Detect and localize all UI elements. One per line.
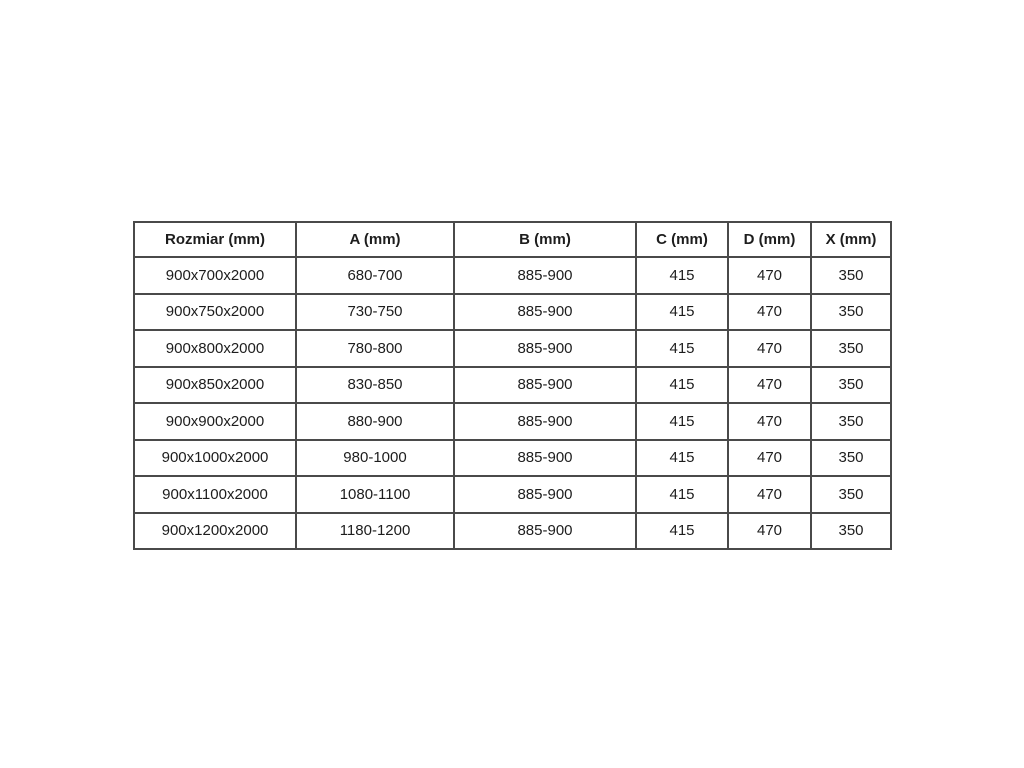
col-header-b: B (mm) (453, 221, 637, 258)
table-cell: 415 (635, 475, 729, 514)
col-header-c: C (mm) (635, 221, 729, 258)
table-cell: 350 (810, 475, 892, 514)
table-row: 900x1200x2000 1180-1200 885-900 415 470 … (133, 511, 892, 550)
table-header: Rozmiar (mm) A (mm) B (mm) C (mm) D (mm)… (133, 221, 892, 258)
table-cell: 470 (727, 511, 812, 550)
table-row: 900x700x2000 680-700 885-900 415 470 350 (133, 256, 892, 295)
table-cell: 415 (635, 402, 729, 441)
table-cell: 470 (727, 329, 812, 368)
table-cell: 900x850x2000 (133, 365, 297, 404)
table-cell: 885-900 (453, 365, 637, 404)
table-cell: 1080-1100 (295, 475, 455, 514)
col-header-a: A (mm) (295, 221, 455, 258)
table-cell: 830-850 (295, 365, 455, 404)
table-row: 900x850x2000 830-850 885-900 415 470 350 (133, 365, 892, 404)
col-header-rozmiar: Rozmiar (mm) (133, 221, 297, 258)
table-cell: 900x1000x2000 (133, 438, 297, 477)
header-row: Rozmiar (mm) A (mm) B (mm) C (mm) D (mm)… (133, 221, 892, 258)
dimensions-table: Rozmiar (mm) A (mm) B (mm) C (mm) D (mm)… (133, 221, 892, 550)
table-cell: 470 (727, 475, 812, 514)
table-cell: 470 (727, 402, 812, 441)
table-cell: 350 (810, 292, 892, 331)
table-cell: 470 (727, 256, 812, 295)
dimensions-table-container: Rozmiar (mm) A (mm) B (mm) C (mm) D (mm)… (133, 221, 892, 550)
table-cell: 885-900 (453, 256, 637, 295)
table-cell: 880-900 (295, 402, 455, 441)
table-cell: 885-900 (453, 511, 637, 550)
table-cell: 885-900 (453, 438, 637, 477)
table-cell: 415 (635, 365, 729, 404)
table-cell: 780-800 (295, 329, 455, 368)
table-cell: 415 (635, 438, 729, 477)
table-cell: 885-900 (453, 402, 637, 441)
table-row: 900x900x2000 880-900 885-900 415 470 350 (133, 402, 892, 441)
table-cell: 350 (810, 438, 892, 477)
table-cell: 415 (635, 256, 729, 295)
table-cell: 470 (727, 438, 812, 477)
table-cell: 900x750x2000 (133, 292, 297, 331)
table-cell: 415 (635, 511, 729, 550)
col-header-x: X (mm) (810, 221, 892, 258)
table-cell: 350 (810, 256, 892, 295)
table-cell: 900x1100x2000 (133, 475, 297, 514)
table-cell: 885-900 (453, 475, 637, 514)
table-cell: 885-900 (453, 292, 637, 331)
table-cell: 415 (635, 329, 729, 368)
table-cell: 350 (810, 365, 892, 404)
table-cell: 900x700x2000 (133, 256, 297, 295)
table-cell: 900x800x2000 (133, 329, 297, 368)
table-cell: 470 (727, 292, 812, 331)
table-cell: 470 (727, 365, 812, 404)
table-cell: 350 (810, 511, 892, 550)
table-cell: 730-750 (295, 292, 455, 331)
table-cell: 415 (635, 292, 729, 331)
table-cell: 1180-1200 (295, 511, 455, 550)
table-cell: 350 (810, 402, 892, 441)
table-cell: 980-1000 (295, 438, 455, 477)
col-header-d: D (mm) (727, 221, 812, 258)
table-row: 900x1000x2000 980-1000 885-900 415 470 3… (133, 438, 892, 477)
table-row: 900x750x2000 730-750 885-900 415 470 350 (133, 292, 892, 331)
table-row: 900x800x2000 780-800 885-900 415 470 350 (133, 329, 892, 368)
table-cell: 900x900x2000 (133, 402, 297, 441)
table-row: 900x1100x2000 1080-1100 885-900 415 470 … (133, 475, 892, 514)
table-cell: 885-900 (453, 329, 637, 368)
table-cell: 900x1200x2000 (133, 511, 297, 550)
table-cell: 680-700 (295, 256, 455, 295)
table-body: 900x700x2000 680-700 885-900 415 470 350… (133, 256, 892, 550)
table-cell: 350 (810, 329, 892, 368)
